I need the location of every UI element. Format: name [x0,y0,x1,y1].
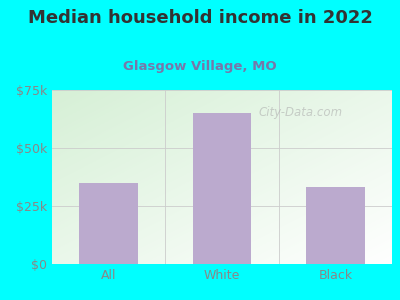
Text: City-Data.com: City-Data.com [258,106,342,119]
Text: Median household income in 2022: Median household income in 2022 [28,9,372,27]
Bar [79,183,138,264]
Bar [192,113,252,264]
Text: Glasgow Village, MO: Glasgow Village, MO [123,60,277,73]
Bar [306,188,365,264]
